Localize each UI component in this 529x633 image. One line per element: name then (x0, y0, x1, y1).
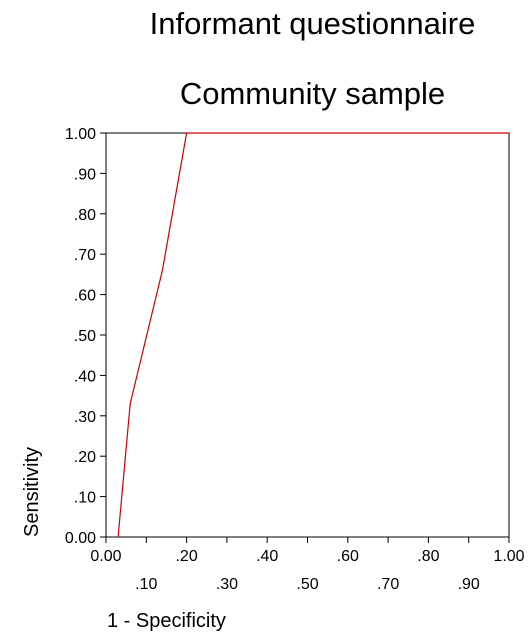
x-axis-title: 1 - Specificity (107, 610, 226, 632)
y-tick-label: .30 (74, 409, 96, 426)
x-tick-label: .50 (296, 576, 318, 593)
chart-subtitle: Community sample (179, 76, 446, 111)
y-tick-label: .50 (74, 328, 96, 345)
chart-title: Informant questionnaire (149, 6, 476, 41)
y-tick-label: 1.00 (65, 126, 96, 143)
x-tick-label: .70 (377, 576, 399, 593)
x-tick-label: .60 (337, 548, 359, 565)
y-tick-label: .70 (74, 247, 96, 264)
y-tick-label: .90 (74, 166, 96, 183)
x-tick-label: .30 (216, 576, 238, 593)
x-tick-label: .40 (256, 548, 278, 565)
y-tick-label: .20 (74, 449, 96, 466)
y-tick-label: 0.00 (65, 530, 96, 547)
x-axis-ticks: 0.00 .20 .40 .60 .80 1.00 .10 .30 .50 .70 .90 (90, 537, 525, 593)
x-tick-label: 1.00 (493, 548, 524, 565)
y-axis-title: Sensitivity (21, 447, 43, 537)
y-tick-label: .10 (74, 490, 96, 507)
x-tick-label: .20 (175, 548, 197, 565)
x-tick-label: .10 (135, 576, 157, 593)
series-layer (117, 132, 509, 538)
roc-curve-line (117, 132, 509, 538)
x-tick-label: .90 (458, 576, 480, 593)
y-tick-label: .80 (74, 207, 96, 224)
x-tick-label: 0.00 (90, 548, 121, 565)
y-axis-ticks: 0.00 .10 .20 .30 .40 .50 .60 .70 .80 .90 1.00 (65, 126, 106, 547)
plot-frame (105, 132, 510, 538)
x-tick-label: .80 (417, 548, 439, 565)
y-tick-label: .60 (74, 288, 96, 305)
y-tick-label: .40 (74, 368, 96, 385)
